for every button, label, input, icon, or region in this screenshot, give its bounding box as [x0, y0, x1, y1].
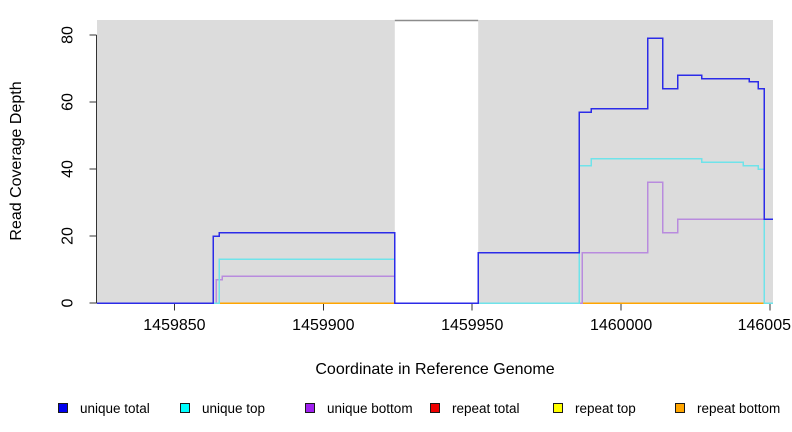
legend-swatch-repeat-top [553, 403, 563, 413]
legend-label: unique top [202, 400, 266, 416]
legend-label: repeat top [575, 400, 636, 416]
y-axis-title: Read Coverage Depth [8, 81, 25, 241]
x-tick-label: 1459850 [143, 317, 205, 334]
legend-item-repeat-top: repeat top [553, 399, 636, 417]
legend-swatch-unique-total [58, 403, 68, 413]
legend-item-unique-top: unique top [180, 399, 265, 417]
legend-swatch-unique-top [180, 403, 190, 413]
shaded-region-left [97, 20, 395, 303]
shaded-region-right [478, 20, 773, 303]
legend-item-repeat-bottom: repeat bottom [675, 399, 780, 417]
x-tick-label: 1460000 [590, 317, 652, 334]
legend-label: unique bottom [327, 400, 413, 416]
legend-item-unique-bottom: unique bottom [305, 399, 413, 417]
y-tick-label: 60 [60, 93, 77, 111]
y-tick-label: 0 [60, 298, 77, 307]
legend-item-repeat-total: repeat total [430, 399, 520, 417]
y-tick-label: 80 [60, 26, 77, 44]
legend-item-unique-total: unique total [58, 399, 150, 417]
legend-swatch-unique-bottom [305, 403, 315, 413]
x-axis-title: Coordinate in Reference Genome [315, 361, 555, 378]
series-unique-total-line [97, 37, 773, 304]
coverage-plot: 0 20 40 60 80 1459850 1459900 1459950 1460000 146… [60, 19, 791, 334]
x-tick-label: 1459900 [292, 317, 354, 334]
y-tick-label: 20 [60, 227, 77, 245]
y-tick-label: 40 [60, 160, 77, 178]
x-tick-label: 1459950 [441, 317, 503, 334]
legend-swatch-repeat-bottom [675, 403, 685, 413]
series-unique-top-line [97, 158, 773, 304]
legend-label: unique total [80, 400, 150, 416]
legend-label: repeat total [452, 400, 520, 416]
legend-swatch-repeat-total [430, 403, 440, 413]
legend-label: repeat bottom [697, 400, 781, 416]
x-tick-label: 146005 [738, 317, 791, 334]
legend: unique total unique top unique bottom repea… [0, 399, 792, 419]
